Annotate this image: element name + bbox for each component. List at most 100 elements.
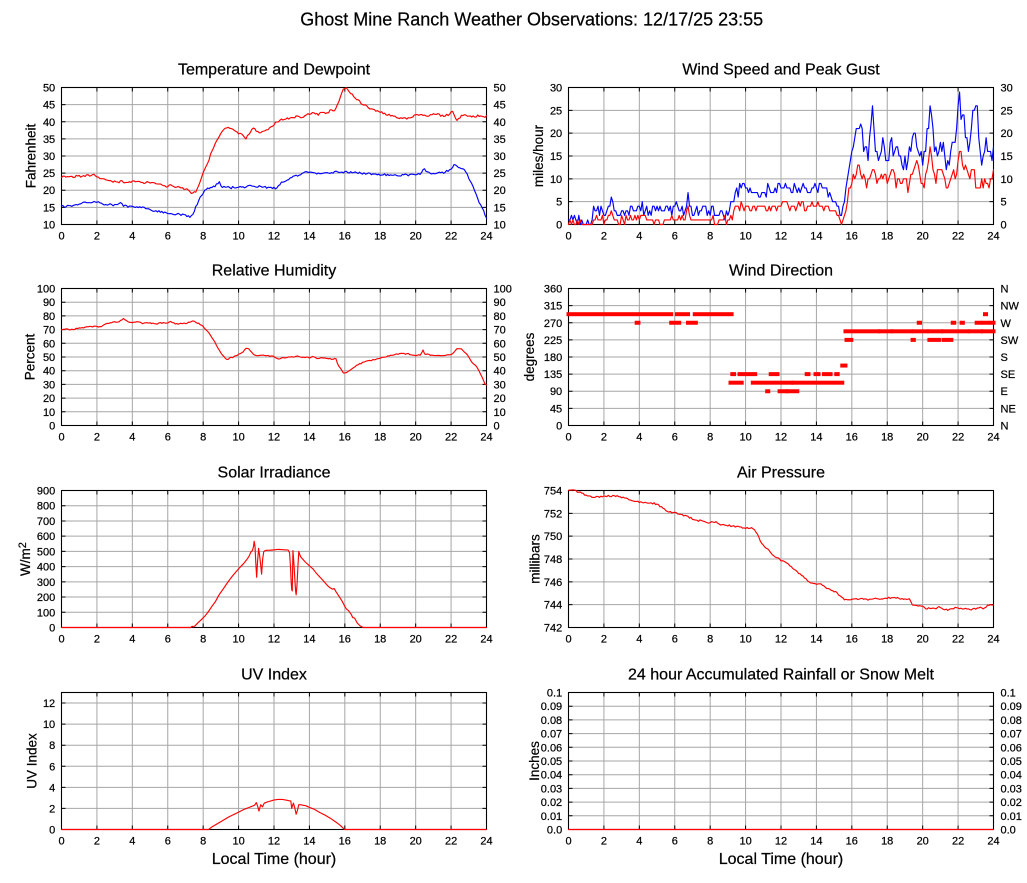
svg-text:60: 60 <box>43 338 55 350</box>
svg-text:30: 30 <box>550 83 562 95</box>
svg-text:15: 15 <box>43 202 55 214</box>
svg-text:10: 10 <box>494 407 506 419</box>
svg-text:18: 18 <box>881 230 893 242</box>
svg-text:Percent: Percent <box>22 333 37 380</box>
svg-text:S: S <box>1001 352 1008 364</box>
svg-text:14: 14 <box>810 230 822 242</box>
svg-text:Air Pressure: Air Pressure <box>737 464 825 481</box>
svg-text:8: 8 <box>707 633 713 645</box>
svg-text:25: 25 <box>43 168 55 180</box>
svg-text:16: 16 <box>846 230 858 242</box>
svg-text:2: 2 <box>49 803 55 815</box>
svg-text:25: 25 <box>1001 105 1013 117</box>
svg-text:8: 8 <box>707 230 713 242</box>
svg-text:180: 180 <box>544 352 562 364</box>
svg-text:4: 4 <box>129 633 135 645</box>
svg-text:5: 5 <box>1001 197 1007 209</box>
svg-text:0: 0 <box>556 421 562 433</box>
svg-text:0.09: 0.09 <box>1001 701 1022 713</box>
svg-text:12: 12 <box>775 230 787 242</box>
svg-text:Local Time (hour): Local Time (hour) <box>212 851 337 868</box>
svg-text:50: 50 <box>494 83 506 95</box>
svg-text:6: 6 <box>672 431 678 443</box>
svg-text:50: 50 <box>43 352 55 364</box>
svg-text:50: 50 <box>494 352 506 364</box>
svg-text:2: 2 <box>601 633 607 645</box>
svg-text:miles/hour: miles/hour <box>531 124 546 187</box>
svg-text:30: 30 <box>494 379 506 391</box>
svg-text:Local Time (hour): Local Time (hour) <box>719 851 844 868</box>
svg-text:0.09: 0.09 <box>541 701 562 713</box>
svg-text:750: 750 <box>544 531 562 543</box>
svg-text:0.04: 0.04 <box>541 770 562 782</box>
svg-text:Inches: Inches <box>527 741 542 781</box>
svg-text:18: 18 <box>881 633 893 645</box>
svg-text:0.07: 0.07 <box>541 729 562 741</box>
svg-text:746: 746 <box>544 577 562 589</box>
svg-text:20: 20 <box>494 185 506 197</box>
svg-text:80: 80 <box>494 311 506 323</box>
svg-text:14: 14 <box>810 431 822 443</box>
svg-text:14: 14 <box>810 835 822 847</box>
svg-text:2: 2 <box>94 633 100 645</box>
svg-text:30: 30 <box>1001 83 1013 95</box>
svg-text:315: 315 <box>544 301 562 313</box>
svg-text:15: 15 <box>494 202 506 214</box>
svg-text:N: N <box>1001 421 1009 433</box>
svg-text:12: 12 <box>268 431 280 443</box>
svg-text:70: 70 <box>494 325 506 337</box>
svg-text:Ghost Mine Ranch Weather Obser: Ghost Mine Ranch Weather Observations: 1… <box>300 10 763 30</box>
svg-text:0.06: 0.06 <box>1001 742 1022 754</box>
svg-text:18: 18 <box>881 835 893 847</box>
svg-text:14: 14 <box>303 431 315 443</box>
svg-text:0.03: 0.03 <box>1001 783 1022 795</box>
svg-text:2: 2 <box>94 431 100 443</box>
svg-text:16: 16 <box>339 431 351 443</box>
svg-text:20: 20 <box>410 835 422 847</box>
svg-text:0.1: 0.1 <box>1001 688 1016 700</box>
svg-text:16: 16 <box>846 835 858 847</box>
svg-text:18: 18 <box>374 431 386 443</box>
svg-text:24: 24 <box>480 431 492 443</box>
svg-text:300: 300 <box>37 577 55 589</box>
svg-text:0.03: 0.03 <box>541 783 562 795</box>
svg-text:0.06: 0.06 <box>541 742 562 754</box>
svg-text:40: 40 <box>43 117 55 129</box>
svg-text:5: 5 <box>556 197 562 209</box>
svg-text:45: 45 <box>550 403 562 415</box>
svg-text:4: 4 <box>636 835 642 847</box>
svg-text:12: 12 <box>775 835 787 847</box>
svg-text:10: 10 <box>739 633 751 645</box>
svg-text:200: 200 <box>37 592 55 604</box>
svg-text:W: W <box>1001 318 1012 330</box>
svg-text:4: 4 <box>129 835 135 847</box>
svg-text:E: E <box>1001 386 1008 398</box>
svg-text:4: 4 <box>49 782 55 794</box>
svg-text:70: 70 <box>43 325 55 337</box>
svg-text:4: 4 <box>636 431 642 443</box>
svg-text:Relative Humidity: Relative Humidity <box>212 262 336 279</box>
svg-text:0: 0 <box>565 633 571 645</box>
svg-text:748: 748 <box>544 554 562 566</box>
svg-text:100: 100 <box>37 284 55 296</box>
svg-text:225: 225 <box>544 335 562 347</box>
svg-text:10: 10 <box>232 230 244 242</box>
svg-text:45: 45 <box>494 100 506 112</box>
svg-text:8: 8 <box>200 835 206 847</box>
svg-text:744: 744 <box>544 600 562 612</box>
svg-text:12: 12 <box>268 633 280 645</box>
svg-text:752: 752 <box>544 508 562 520</box>
svg-text:30: 30 <box>43 151 55 163</box>
svg-text:0: 0 <box>1001 220 1007 232</box>
svg-text:40: 40 <box>494 117 506 129</box>
svg-text:20: 20 <box>917 431 929 443</box>
svg-text:0.02: 0.02 <box>1001 797 1022 809</box>
svg-text:6: 6 <box>672 230 678 242</box>
svg-text:22: 22 <box>952 835 964 847</box>
svg-text:600: 600 <box>37 531 55 543</box>
svg-text:0: 0 <box>556 220 562 232</box>
svg-text:14: 14 <box>303 633 315 645</box>
svg-text:10: 10 <box>739 230 751 242</box>
svg-text:22: 22 <box>952 431 964 443</box>
svg-text:8: 8 <box>707 835 713 847</box>
